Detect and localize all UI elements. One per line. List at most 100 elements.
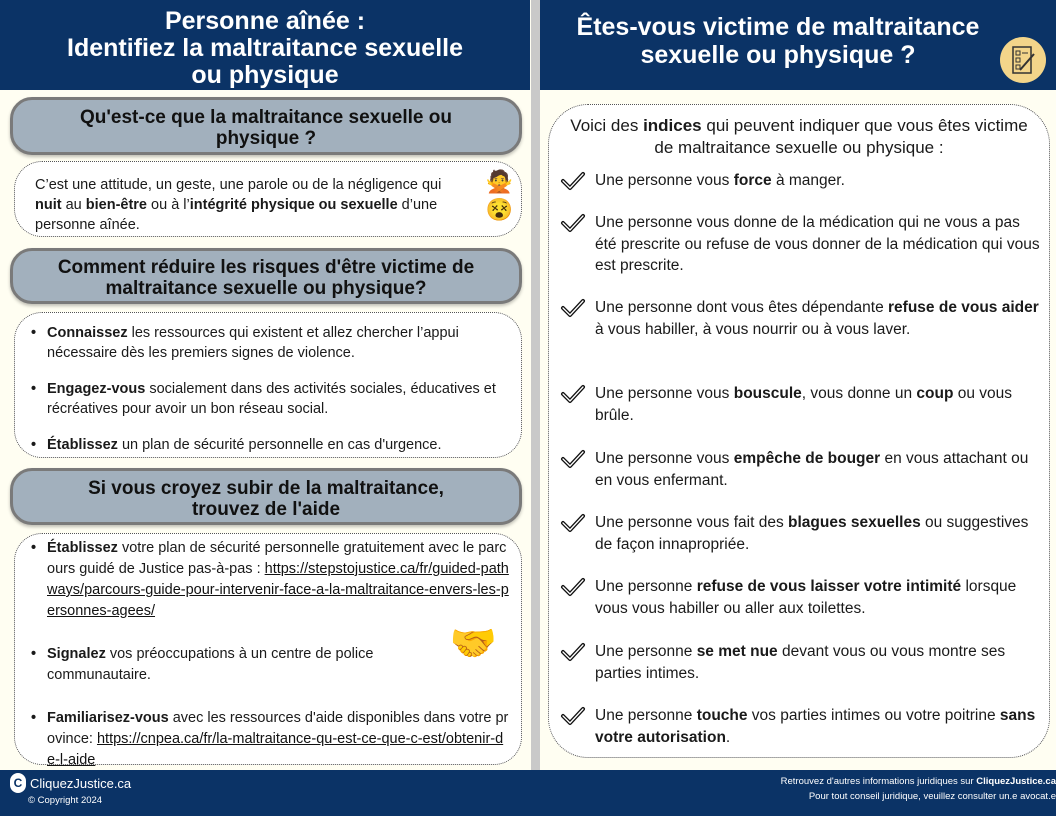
indicators-box: Voici des indices qui peuvent indiquer q…	[548, 104, 1050, 758]
section3-box: Établissez votre plan de sécurité person…	[14, 533, 522, 768]
section1-box: C’est une attitude, un geste, une parole…	[14, 161, 522, 237]
list-item: Établissez un plan de sécurité personnel…	[25, 435, 505, 455]
bold-text: Signalez	[47, 646, 106, 662]
bold-text: bien-être	[85, 197, 148, 213]
text-segment: à vous habiller, à vous nourrir ou à vou…	[595, 320, 911, 338]
text-segment: Une personne	[595, 578, 697, 595]
left-title-line: Personne aînée :	[164, 7, 366, 35]
list-item: Établissez votre plan de sécurité person…	[25, 538, 509, 622]
indicator-item: Une personne refuse de vous laisser votr…	[595, 576, 1045, 619]
copyright-text: Copyright 2024	[37, 795, 103, 806]
text-segment: ou suggestives de façon innapropriée.	[595, 514, 1029, 553]
indicator-item: Une personne dont vous êtes dépendante r…	[595, 297, 1045, 340]
bold-text: indices	[643, 116, 702, 135]
text-segment: , vous donne un	[801, 385, 917, 402]
right-header: Êtes-vous victime de maltraitance sexuel…	[540, 0, 1056, 90]
text-segment: Une personne vous	[595, 450, 734, 467]
logo-text: CliquezJustice.ca	[30, 775, 132, 791]
text-segment: d’une personne aînée.	[35, 197, 438, 233]
indicator-item: Une personne vous fait des blagues sexue…	[595, 512, 1045, 555]
section1-heading: Qu'est-ce que la maltraitance sexuelle o…	[10, 97, 522, 155]
left-header: Personne aînée : Identifiez la maltraita…	[0, 0, 530, 90]
footer-line2: Pour tout conseil juridique, veuillez co…	[808, 791, 1056, 802]
text-segment: ou à l’	[147, 197, 190, 213]
checkmark-icon	[561, 578, 585, 596]
right-title-line: Êtes-vous victime de maltraitance	[576, 13, 980, 41]
checkmark-icon	[561, 514, 585, 532]
text-segment: qui peuvent indiquer que vous êtes victi…	[654, 116, 1028, 157]
text-segment: vos préoccupations à un centre de police…	[47, 646, 374, 683]
checkmark-icon	[561, 214, 585, 232]
text-segment: Une personne vous donne de la médication…	[595, 214, 1040, 274]
text-segment: Une personne vous	[595, 172, 734, 189]
text-segment: les ressources qui existent et allez che…	[47, 325, 459, 361]
bold-text: refuse de vous aider	[888, 299, 1039, 316]
left-title-line: Identifiez la maltraitance sexuelle	[67, 34, 463, 62]
text-segment: Une personne	[595, 643, 697, 660]
text-segment: à manger.	[771, 172, 845, 189]
bold-text: empêche de bouger	[733, 450, 881, 467]
text-segment: Une personne vous	[595, 385, 734, 402]
text-segment: un plan de sécurité personnelle en cas d…	[117, 437, 442, 453]
section2-box: Connaissez les ressources qui existent e…	[14, 312, 522, 458]
text-segment: Une personne	[595, 707, 697, 724]
bold-text: coup	[916, 385, 954, 402]
text-segment: au	[61, 197, 86, 213]
bold-text: Engagez-vous	[47, 381, 146, 397]
holding-hands-icon: 🤝	[449, 623, 497, 665]
text-segment: Une personne vous fait des	[595, 514, 789, 531]
resource-link[interactable]: https://cnpea.ca/fr/la-maltraitance-qu-e…	[47, 731, 504, 768]
checkmark-icon	[561, 385, 585, 403]
indicator-item: Une personne vous donne de la médication…	[595, 212, 1045, 277]
resource-link[interactable]: https://stepstojustice.ca/fr/guided-path…	[47, 561, 509, 619]
bold-text: Connaissez	[47, 325, 128, 341]
section3-heading: Si vous croyez subir de la maltraitance,…	[10, 468, 522, 525]
risk-list: Connaissez les ressources qui existent e…	[25, 323, 505, 455]
text-segment: votre plan de sécurité personnelle gratu…	[47, 540, 507, 577]
text-segment: en vous attachant ou en vous enfermant.	[595, 450, 1029, 489]
copyright: © Copyright 2024	[28, 795, 103, 806]
bold-text: Familiarisez-vous	[47, 710, 169, 726]
text-segment: socialement dans des activités sociales,…	[47, 381, 496, 417]
column-divider	[531, 0, 540, 816]
bold-text: se met nue	[696, 643, 778, 660]
list-item: Connaissez les ressources qui existent e…	[25, 323, 505, 363]
bold-text: blagues sexuelles	[788, 514, 921, 531]
text-segment: Une personne dont vous êtes dépendante	[595, 299, 889, 316]
checkmark-icon	[561, 299, 585, 317]
checkmark-icon	[561, 450, 585, 468]
bold-text: touche	[696, 707, 748, 724]
footer: C CliquezJustice.ca © Copyright 2024 Ret…	[0, 770, 1056, 816]
bold-text: intégrité physique ou sexuelle	[189, 197, 398, 213]
bold-text: force	[733, 172, 772, 189]
bold-text: refuse de vous laisser votre intimité	[696, 578, 962, 595]
list-item: Engagez-vous socialement dans des activi…	[25, 379, 505, 419]
bold-text: Établissez	[47, 437, 118, 453]
indicator-item: Une personne touche vos parties intimes …	[595, 705, 1045, 748]
definition-text: C’est une attitude, un geste, une parole…	[35, 175, 459, 235]
indicator-item: Une personne se met nue devant vous ou v…	[595, 641, 1045, 684]
abuse-illustration-icon: 🙅 😵	[485, 169, 513, 222]
bold-text: nuit	[35, 197, 62, 213]
section2-heading: Comment réduire les risques d'être victi…	[10, 248, 522, 304]
indicator-item: Une personne vous empêche de bouger en v…	[595, 448, 1045, 491]
text-segment: vos parties intimes ou votre poitrine	[747, 707, 1000, 724]
bold-text: Établissez	[47, 540, 118, 556]
checklist-icon	[1000, 37, 1046, 83]
text-segment: devant vous ou vous montre ses parties i…	[595, 643, 1006, 682]
text-segment: ou vous brûle.	[595, 385, 1013, 424]
checkmark-icon	[561, 172, 585, 190]
footer-link[interactable]: CliquezJustice.ca	[976, 776, 1056, 787]
text-segment: C’est une attitude, un geste, une parole…	[35, 177, 442, 193]
checkmark-icon	[561, 707, 585, 725]
indicator-item: Une personne vous force à manger.	[595, 170, 1045, 192]
checkmark-icon	[561, 643, 585, 661]
text-segment: .	[725, 728, 731, 746]
left-title-line: ou physique	[191, 61, 339, 89]
footer-line1: Retrouvez d'autres informations juridiqu…	[780, 776, 977, 787]
text-segment: avec les ressources d'aide disponibles d…	[47, 710, 509, 747]
footer-info: Retrouvez d'autres informations juridiqu…	[781, 774, 1056, 804]
list-item: Signalez vos préoccupations à un centre …	[25, 644, 509, 686]
text-segment: Voici des	[570, 116, 644, 135]
list-item: Familiarisez-vous avec les ressources d'…	[25, 708, 509, 771]
